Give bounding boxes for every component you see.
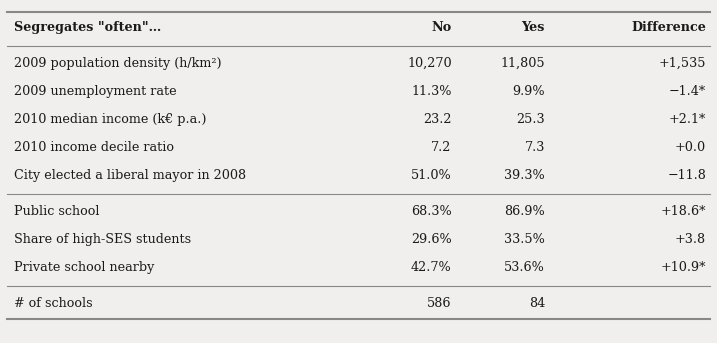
Text: 10,270: 10,270 [407, 57, 452, 70]
Text: Public school: Public school [14, 205, 100, 218]
Text: Private school nearby: Private school nearby [14, 261, 155, 274]
Text: 53.6%: 53.6% [504, 261, 545, 274]
Text: 11,805: 11,805 [500, 57, 545, 70]
Text: City elected a liberal mayor in 2008: City elected a liberal mayor in 2008 [14, 169, 247, 182]
Text: Yes: Yes [521, 21, 545, 34]
Text: 9.9%: 9.9% [512, 85, 545, 98]
Text: +3.8: +3.8 [675, 233, 706, 246]
Text: 7.3: 7.3 [525, 141, 545, 154]
Text: 33.5%: 33.5% [504, 233, 545, 246]
Text: Share of high-SES students: Share of high-SES students [14, 233, 191, 246]
Text: 84: 84 [528, 297, 545, 310]
Text: No: No [432, 21, 452, 34]
Text: 51.0%: 51.0% [411, 169, 452, 182]
Text: −11.8: −11.8 [668, 169, 706, 182]
Text: +18.6*: +18.6* [661, 205, 706, 218]
Text: 25.3: 25.3 [516, 113, 545, 126]
Text: 2010 median income (k€ p.a.): 2010 median income (k€ p.a.) [14, 113, 206, 126]
Text: 7.2: 7.2 [432, 141, 452, 154]
Text: 68.3%: 68.3% [411, 205, 452, 218]
Text: +0.0: +0.0 [675, 141, 706, 154]
Text: −1.4*: −1.4* [669, 85, 706, 98]
Text: 39.3%: 39.3% [504, 169, 545, 182]
Text: 11.3%: 11.3% [412, 85, 452, 98]
Text: 2010 income decile ratio: 2010 income decile ratio [14, 141, 174, 154]
Text: 29.6%: 29.6% [411, 233, 452, 246]
Text: +2.1*: +2.1* [669, 113, 706, 126]
Text: 86.9%: 86.9% [504, 205, 545, 218]
Text: 42.7%: 42.7% [411, 261, 452, 274]
Text: 2009 population density (h/km²): 2009 population density (h/km²) [14, 57, 222, 70]
Text: 2009 unemployment rate: 2009 unemployment rate [14, 85, 177, 98]
Text: # of schools: # of schools [14, 297, 93, 310]
Text: Difference: Difference [632, 21, 706, 34]
Text: 586: 586 [427, 297, 452, 310]
Text: 23.2: 23.2 [423, 113, 452, 126]
Text: +1,535: +1,535 [659, 57, 706, 70]
Text: Segregates "often"…: Segregates "often"… [14, 21, 161, 34]
Text: +10.9*: +10.9* [661, 261, 706, 274]
